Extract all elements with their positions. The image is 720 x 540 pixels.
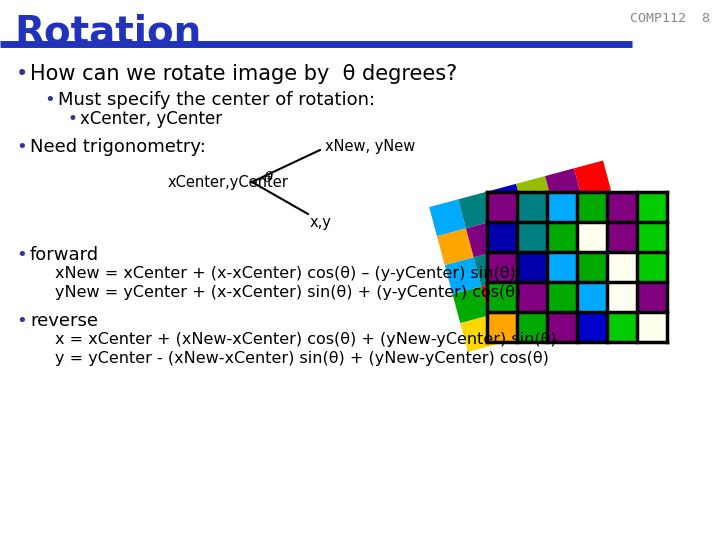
Polygon shape [487, 252, 517, 282]
Polygon shape [531, 234, 568, 271]
Polygon shape [524, 205, 561, 242]
Polygon shape [568, 255, 605, 292]
Polygon shape [495, 213, 531, 249]
Polygon shape [577, 252, 607, 282]
Polygon shape [437, 228, 474, 265]
Text: y = yCenter - (xNew-xCenter) sin(θ) + (yNew-yCenter) cos(θ): y = yCenter - (xNew-xCenter) sin(θ) + (y… [55, 351, 549, 366]
Polygon shape [577, 192, 607, 222]
Polygon shape [545, 168, 582, 205]
Polygon shape [517, 252, 547, 282]
Polygon shape [487, 222, 517, 252]
Text: yNew = yCenter + (x-xCenter) sin(θ) + (y-yCenter) cos(θ): yNew = yCenter + (x-xCenter) sin(θ) + (y… [55, 285, 521, 300]
Polygon shape [561, 226, 598, 263]
Polygon shape [553, 197, 590, 234]
Polygon shape [510, 271, 547, 307]
Text: xNew = xCenter + (x-xCenter) cos(θ) – (y-yCenter) sin(θ): xNew = xCenter + (x-xCenter) cos(θ) – (y… [55, 266, 516, 281]
Text: xNew, yNew: xNew, yNew [325, 139, 415, 154]
Text: How can we rotate image by  θ degrees?: How can we rotate image by θ degrees? [30, 64, 457, 84]
Polygon shape [637, 252, 667, 282]
Polygon shape [582, 190, 618, 226]
Text: •: • [16, 246, 27, 264]
Polygon shape [576, 284, 613, 321]
Polygon shape [547, 222, 577, 252]
Polygon shape [574, 160, 611, 197]
Polygon shape [607, 312, 637, 342]
Polygon shape [607, 192, 637, 222]
Text: Rotation: Rotation [14, 14, 202, 52]
Polygon shape [517, 222, 547, 252]
Text: reverse: reverse [30, 312, 98, 330]
Polygon shape [547, 192, 577, 222]
Polygon shape [489, 307, 526, 344]
Polygon shape [487, 192, 517, 222]
Polygon shape [637, 312, 667, 342]
Polygon shape [517, 312, 547, 342]
Polygon shape [547, 282, 577, 312]
Polygon shape [487, 312, 517, 342]
Polygon shape [637, 222, 667, 252]
Text: COMP112  8: COMP112 8 [630, 12, 710, 25]
Polygon shape [466, 220, 503, 257]
Text: •: • [16, 312, 27, 330]
Text: •: • [16, 138, 27, 156]
Text: x = xCenter + (xNew-xCenter) cos(θ) + (yNew-yCenter) sin(θ): x = xCenter + (xNew-xCenter) cos(θ) + (y… [55, 332, 557, 347]
Text: θ: θ [264, 171, 273, 185]
Polygon shape [487, 184, 524, 220]
Polygon shape [458, 192, 495, 228]
Polygon shape [474, 249, 510, 286]
Text: Must specify the center of rotation:: Must specify the center of rotation: [58, 91, 375, 109]
Polygon shape [445, 257, 482, 294]
Polygon shape [577, 282, 607, 312]
Polygon shape [503, 242, 539, 279]
Polygon shape [547, 292, 584, 329]
Polygon shape [577, 312, 607, 342]
Polygon shape [590, 219, 626, 255]
Polygon shape [487, 282, 517, 312]
Polygon shape [577, 222, 607, 252]
Text: x,y: x,y [310, 214, 332, 230]
Polygon shape [607, 252, 637, 282]
Polygon shape [637, 282, 667, 312]
Polygon shape [598, 247, 634, 284]
Polygon shape [518, 300, 555, 336]
Text: Need trigonometry:: Need trigonometry: [30, 138, 206, 156]
Text: xCenter,yCenter: xCenter,yCenter [168, 174, 289, 190]
Polygon shape [517, 282, 547, 312]
Polygon shape [517, 192, 547, 222]
Polygon shape [452, 286, 489, 323]
Text: •: • [68, 110, 78, 128]
Polygon shape [605, 276, 642, 313]
Text: •: • [16, 64, 28, 84]
Text: •: • [44, 91, 55, 109]
Polygon shape [547, 312, 577, 342]
Polygon shape [547, 252, 577, 282]
Polygon shape [482, 279, 518, 315]
Polygon shape [460, 315, 497, 352]
Polygon shape [539, 263, 576, 300]
Polygon shape [429, 199, 466, 236]
Polygon shape [516, 176, 553, 213]
Polygon shape [607, 282, 637, 312]
Text: xCenter, yCenter: xCenter, yCenter [80, 110, 222, 128]
Polygon shape [607, 222, 637, 252]
Polygon shape [637, 192, 667, 222]
Text: forward: forward [30, 246, 99, 264]
